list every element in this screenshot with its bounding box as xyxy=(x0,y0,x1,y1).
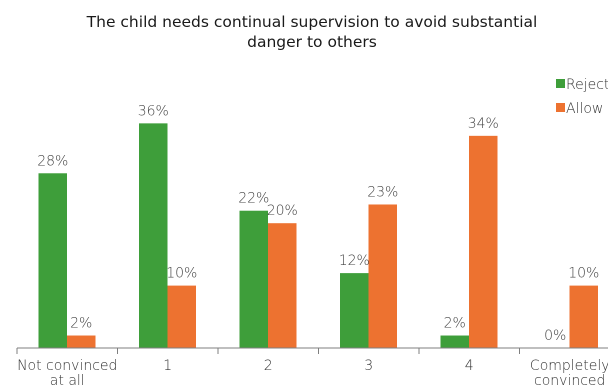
bar-allow-1 xyxy=(167,285,196,348)
data-label-reject-2: 22% xyxy=(238,191,269,207)
bar-reject-2 xyxy=(239,210,268,348)
data-label-allow-1: 10% xyxy=(166,266,197,282)
bar-reject-3 xyxy=(340,273,369,348)
bar-reject-0 xyxy=(38,173,67,348)
data-label-allow-5: 10% xyxy=(568,266,599,282)
x-tick-label-1: 1 xyxy=(163,358,172,374)
chart-title-line-1: The child needs continual supervision to… xyxy=(86,13,538,31)
bars-group xyxy=(38,123,598,348)
data-label-reject-3: 12% xyxy=(339,253,370,269)
bar-allow-4 xyxy=(469,135,498,348)
data-label-allow-4: 34% xyxy=(468,116,499,132)
x-tick-label-0: Not convinced at all xyxy=(17,358,117,389)
data-label-reject-0: 28% xyxy=(37,153,68,169)
x-tick-label-5: Completely convinced xyxy=(530,358,608,389)
bar-reject-1 xyxy=(139,123,168,348)
bar-allow-3 xyxy=(368,204,397,348)
x-axis-ticks xyxy=(16,348,520,354)
bar-reject-4 xyxy=(440,335,469,348)
data-labels-group: 28% 2% 36% 10% 22%20% 12% 23% 2% 34% 0% 10% xyxy=(37,103,599,344)
legend: Reject Allow xyxy=(556,77,608,117)
data-label-allow-3: 23% xyxy=(367,184,398,200)
data-label-reject-1: 36% xyxy=(138,103,169,119)
x-tick-label-2: 2 xyxy=(264,358,273,374)
legend-swatch-allow xyxy=(556,103,565,112)
x-tick-label-3: 3 xyxy=(364,358,373,374)
data-label-allow-2: 20% xyxy=(267,203,298,219)
bar-allow-2 xyxy=(268,223,297,348)
data-label-allow-0: 2% xyxy=(70,316,92,332)
bar-allow-5 xyxy=(569,285,598,348)
x-tick-label-4: 4 xyxy=(465,358,474,374)
legend-swatch-reject xyxy=(556,79,565,88)
legend-label-reject: Reject xyxy=(566,77,608,93)
chart-title-line-2: danger to others xyxy=(247,33,377,51)
legend-label-allow: Allow xyxy=(566,101,603,117)
data-label-reject-5: 0% xyxy=(544,328,566,344)
data-label-reject-4: 2% xyxy=(444,316,466,332)
x-axis-tick-labels: Not convinced at all 1 2 3 4 Completely convinc… xyxy=(17,358,608,389)
bar-allow-0 xyxy=(67,335,96,348)
